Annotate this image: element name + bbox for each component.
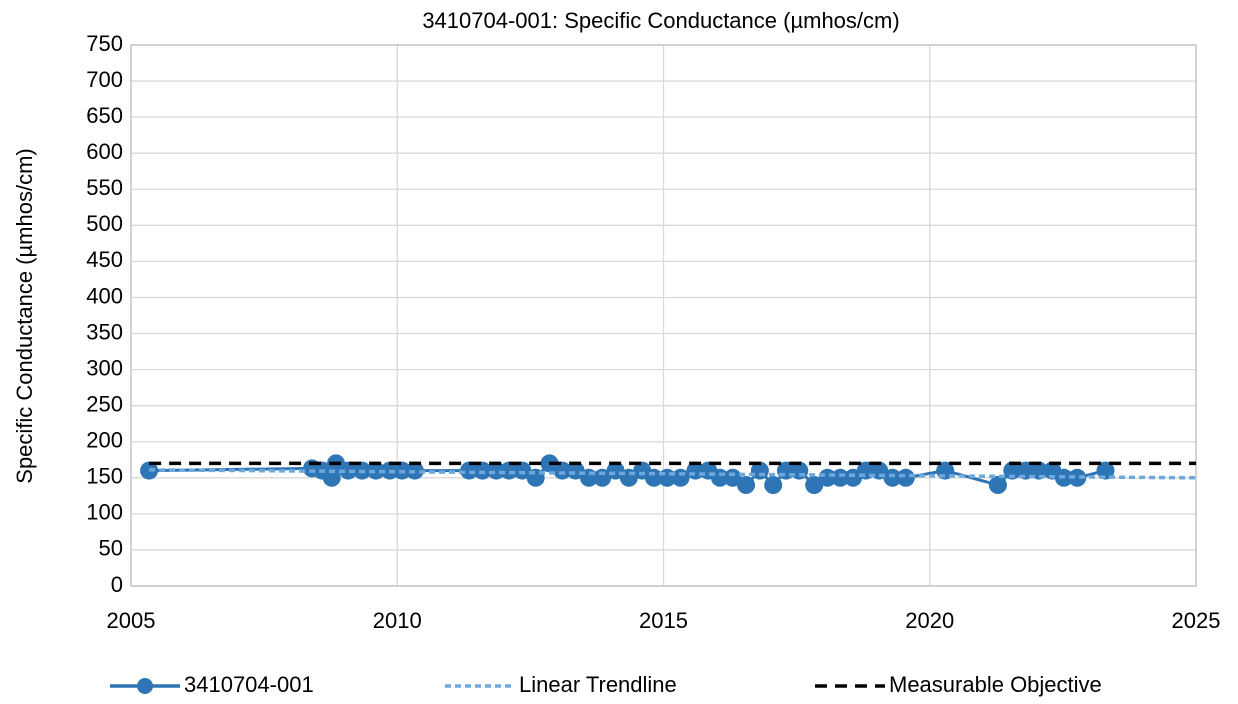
x-tick-label: 2015 (639, 608, 688, 633)
y-tick-label: 350 (86, 319, 123, 344)
y-tick-label: 500 (86, 211, 123, 236)
y-tick-label: 400 (86, 283, 123, 308)
data-point (896, 468, 915, 487)
data-point (500, 461, 519, 480)
data-point (513, 461, 532, 480)
data-point (553, 461, 572, 480)
data-point (805, 476, 824, 495)
y-tick-label: 600 (86, 139, 123, 164)
data-point (366, 461, 385, 480)
data-point (737, 476, 756, 495)
y-tick-label: 200 (86, 428, 123, 453)
y-tick-label: 250 (86, 391, 123, 416)
data-point (1096, 461, 1115, 480)
data-point (473, 461, 492, 480)
y-tick-label: 450 (86, 247, 123, 272)
x-tick-label: 2020 (905, 608, 954, 633)
y-tick-label: 150 (86, 464, 123, 489)
data-point (831, 468, 850, 487)
legend-label: Measurable Objective (889, 672, 1102, 697)
legend-marker (137, 678, 153, 694)
data-point (593, 468, 612, 487)
y-axis-label: Specific Conductance (µmhos/cm) (12, 148, 37, 483)
y-tick-label: 100 (86, 500, 123, 525)
plot-border (130, 44, 1197, 587)
data-point (322, 468, 341, 487)
legend-label: 3410704-001 (184, 672, 314, 697)
data-point (487, 461, 506, 480)
data-point (339, 461, 358, 480)
x-tick-label: 2025 (1172, 608, 1221, 633)
data-point (723, 468, 742, 487)
data-point (1003, 461, 1022, 480)
y-tick-label: 50 (99, 536, 123, 561)
data-point (566, 461, 585, 480)
y-tick-label: 650 (86, 103, 123, 128)
y-tick-label: 700 (86, 67, 123, 92)
x-tick-label: 2010 (373, 608, 422, 633)
series-line (149, 468, 1197, 480)
y-tick-label: 750 (86, 31, 123, 56)
y-tick-label: 550 (86, 175, 123, 200)
data-point (1068, 468, 1087, 487)
legend-label: Linear Trendline (519, 672, 677, 697)
chart-title: 3410704-001: Specific Conductance (µmhos… (422, 8, 899, 33)
y-tick-label: 300 (86, 355, 123, 380)
data-point (883, 468, 902, 487)
x-tick-label: 2005 (107, 608, 156, 633)
data-point (764, 476, 783, 495)
data-point (988, 476, 1007, 495)
y-tick-label: 0 (111, 572, 123, 597)
